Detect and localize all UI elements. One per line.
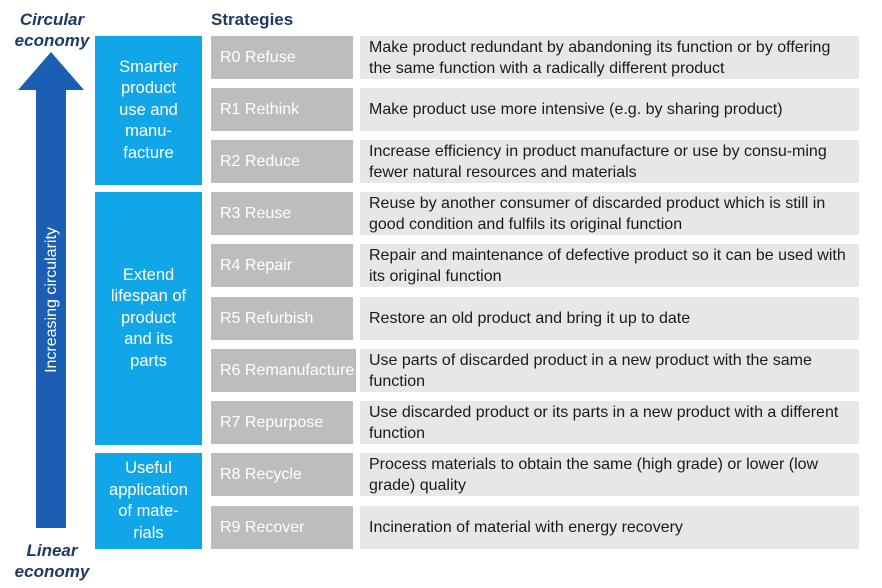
strategy-desc-r8: Process materials to obtain the same (hi… (360, 453, 859, 496)
strategy-code-r7: R7 Repurpose (211, 401, 353, 444)
strategy-desc-r4: Repair and maintenance of defective prod… (360, 244, 859, 287)
strategy-desc-r3: Reuse by another consumer of discarded p… (360, 192, 859, 235)
strategy-desc-r2: Increase efficiency in product manufactu… (360, 140, 859, 183)
circular-economy-label: Circular economy (14, 10, 90, 50)
strategy-desc-r1: Make product use more intensive (e.g. by… (360, 88, 859, 131)
strategy-code-r1: R1 Rethink (211, 88, 353, 131)
group-useful-application: Useful application of mate- rials (95, 453, 202, 549)
linear-economy-label: Linear economy (14, 541, 90, 581)
strategy-code-r9: R9 Recover (211, 506, 353, 549)
group-extend-lifespan: Extend lifespan of product and its parts (95, 192, 202, 445)
strategy-desc-r6: Use parts of discarded product in a new … (360, 349, 859, 392)
strategy-code-r2: R2 Reduce (211, 140, 353, 183)
strategy-code-r8: R8 Recycle (211, 453, 353, 496)
strategy-code-r3: R3 Reuse (211, 192, 353, 235)
strategy-desc-r0: Make product redundant by abandoning its… (360, 36, 859, 79)
strategy-code-r6: R6 Remanufacture (211, 349, 356, 392)
strategy-code-r5: R5 Refurbish (211, 297, 353, 340)
strategy-code-r0: R0 Refuse (211, 36, 353, 79)
strategies-header: Strategies (211, 10, 294, 29)
strategy-code-r4: R4 Repair (211, 244, 353, 287)
arrow-label: Increasing circularity (43, 227, 60, 373)
strategy-desc-r7: Use discarded product or its parts in a … (360, 401, 859, 444)
strategy-desc-r9: Incineration of material with energy rec… (360, 506, 859, 549)
increasing-circularity-arrow-icon (18, 52, 84, 528)
group-smarter-use: Smarter product use and manu- facture (95, 36, 202, 185)
strategy-desc-r5: Restore an old product and bring it up t… (360, 297, 859, 340)
